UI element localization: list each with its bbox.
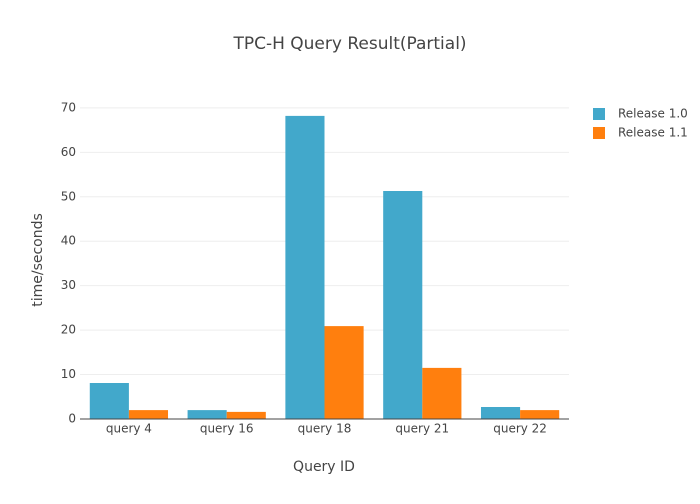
y-tick-label: 60 [61,145,76,159]
bar [285,115,325,419]
y-tick-label: 20 [61,323,76,337]
y-tick-label: 40 [61,234,76,248]
bar [422,367,462,419]
chart-title: TPC-H Query Result(Partial) [232,34,466,54]
x-tick-label: query 16 [200,422,254,436]
bar [226,411,266,419]
bar [520,410,560,419]
y-tick-label: 50 [61,189,76,203]
y-axis-label: time/seconds [30,213,46,307]
legend-label: Release 1.0 [618,107,688,121]
bar [324,326,364,419]
x-tick-label: query 4 [106,422,152,436]
y-tick-label: 70 [61,100,76,114]
x-tick-label: query 22 [493,422,547,436]
bar [383,191,423,419]
legend-swatch [593,127,605,139]
bar [89,383,129,419]
y-tick-label: 30 [61,278,76,292]
y-tick-label: 10 [61,367,76,381]
legend-label: Release 1.1 [618,126,688,140]
x-axis-label: Query ID [293,459,355,475]
bar [128,410,169,419]
x-tick-label: query 18 [298,422,352,436]
bar [480,407,521,419]
x-tick-label: query 21 [395,422,449,436]
y-tick-label: 0 [68,412,76,426]
legend-swatch [593,108,605,120]
bar [187,410,227,419]
